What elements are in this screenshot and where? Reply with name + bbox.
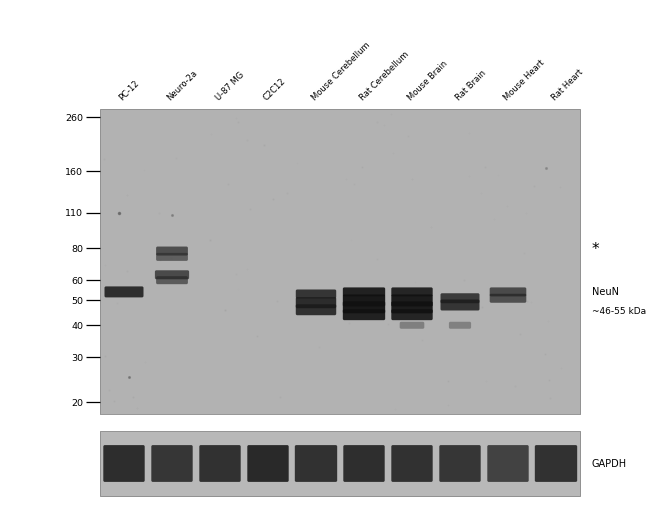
- FancyBboxPatch shape: [391, 445, 433, 482]
- Bar: [100, 431, 580, 496]
- Text: C2C12: C2C12: [262, 76, 287, 102]
- Text: Mouse Cerebellum: Mouse Cerebellum: [309, 40, 372, 102]
- FancyBboxPatch shape: [296, 304, 336, 316]
- FancyBboxPatch shape: [151, 445, 192, 482]
- FancyBboxPatch shape: [489, 288, 526, 297]
- FancyBboxPatch shape: [296, 298, 336, 308]
- Text: 160: 160: [65, 167, 83, 176]
- FancyBboxPatch shape: [343, 288, 385, 297]
- Text: 30: 30: [71, 353, 83, 362]
- FancyBboxPatch shape: [439, 445, 481, 482]
- Text: 50: 50: [71, 296, 83, 305]
- Text: U-87 MG: U-87 MG: [214, 70, 246, 102]
- Text: *: *: [592, 241, 599, 256]
- FancyBboxPatch shape: [449, 322, 471, 329]
- FancyBboxPatch shape: [400, 322, 424, 329]
- Bar: [100, 110, 580, 414]
- FancyBboxPatch shape: [103, 445, 145, 482]
- Text: Neuro-2a: Neuro-2a: [166, 68, 200, 102]
- Text: 20: 20: [71, 398, 83, 407]
- Text: 110: 110: [65, 209, 83, 218]
- Text: 80: 80: [71, 244, 83, 253]
- Text: 260: 260: [65, 114, 83, 123]
- Text: 40: 40: [71, 321, 83, 330]
- Text: 60: 60: [71, 276, 83, 285]
- FancyBboxPatch shape: [489, 294, 526, 303]
- Text: PC-12: PC-12: [118, 78, 141, 102]
- FancyBboxPatch shape: [156, 277, 188, 285]
- FancyBboxPatch shape: [156, 247, 188, 256]
- FancyBboxPatch shape: [391, 288, 433, 297]
- FancyBboxPatch shape: [441, 300, 480, 311]
- Text: ~46-55 kDa: ~46-55 kDa: [592, 306, 646, 316]
- FancyBboxPatch shape: [535, 445, 577, 482]
- FancyBboxPatch shape: [391, 295, 433, 307]
- FancyBboxPatch shape: [488, 445, 528, 482]
- Text: NeuN: NeuN: [592, 287, 619, 297]
- FancyBboxPatch shape: [247, 445, 289, 482]
- FancyBboxPatch shape: [296, 290, 336, 299]
- FancyBboxPatch shape: [441, 294, 480, 304]
- Text: Rat Brain: Rat Brain: [454, 68, 488, 102]
- FancyBboxPatch shape: [343, 445, 385, 482]
- FancyBboxPatch shape: [295, 445, 337, 482]
- FancyBboxPatch shape: [343, 309, 385, 321]
- FancyBboxPatch shape: [343, 302, 385, 314]
- Text: GAPDH: GAPDH: [592, 459, 627, 469]
- FancyBboxPatch shape: [343, 295, 385, 307]
- FancyBboxPatch shape: [200, 445, 240, 482]
- Text: Mouse Brain: Mouse Brain: [406, 59, 449, 102]
- Text: Mouse Heart: Mouse Heart: [502, 58, 546, 102]
- FancyBboxPatch shape: [391, 309, 433, 321]
- FancyBboxPatch shape: [105, 287, 144, 298]
- Text: Rat Heart: Rat Heart: [550, 67, 584, 102]
- FancyBboxPatch shape: [156, 253, 188, 262]
- FancyBboxPatch shape: [391, 302, 433, 314]
- FancyBboxPatch shape: [155, 271, 189, 280]
- Text: Rat Cerebellum: Rat Cerebellum: [358, 49, 410, 102]
